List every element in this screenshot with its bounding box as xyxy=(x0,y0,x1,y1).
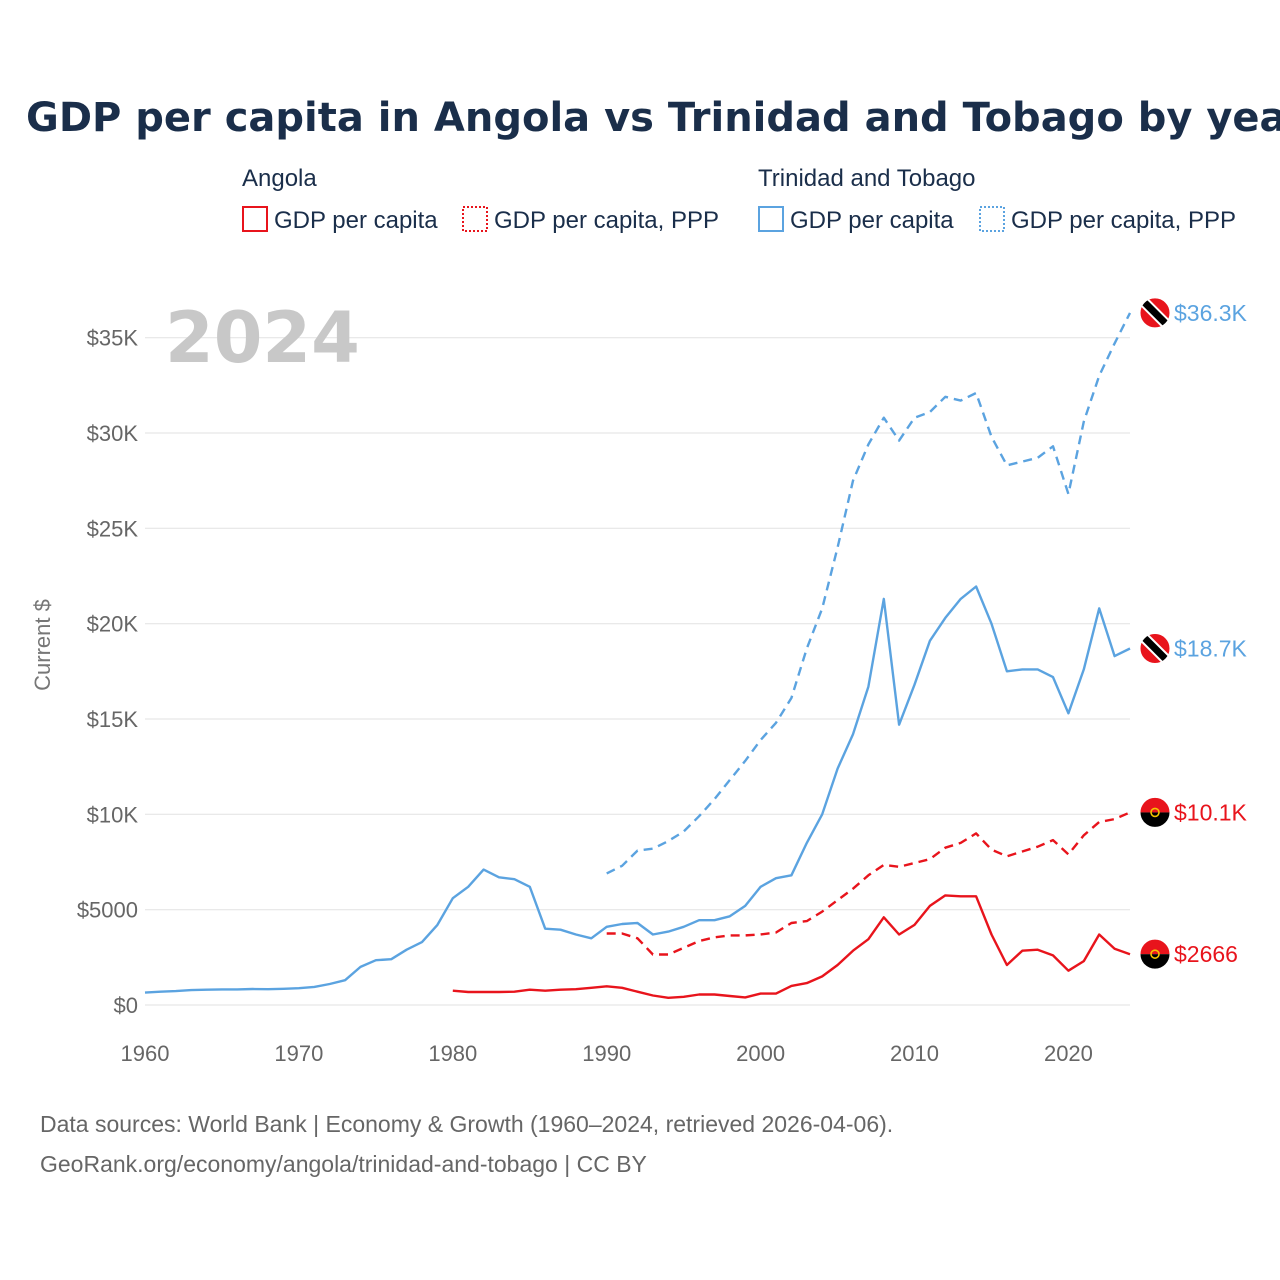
x-tick-label: 2020 xyxy=(1044,1041,1093,1066)
grid-layer xyxy=(145,337,1130,1006)
end-value-label-2: $10.1K xyxy=(1174,799,1248,825)
legend: Angola GDP per capita GDP per capita, PP… xyxy=(242,165,1236,234)
series-layer xyxy=(144,312,1132,999)
legend-swatch-angola-gdp xyxy=(242,206,268,232)
chart-title: GDP per capita in Angola vs Trinidad and… xyxy=(26,95,1280,141)
y-tick-label: $15K xyxy=(87,707,139,732)
end-marker-2 xyxy=(1139,796,1171,828)
y-axis-label: Current $ xyxy=(30,599,55,691)
end-marker-0 xyxy=(1139,297,1171,329)
y-tick-label: $20K xyxy=(87,612,139,637)
x-tick-label: 1990 xyxy=(582,1041,631,1066)
footer-sources: Data sources: World Bank | Economy & Gro… xyxy=(40,1111,893,1137)
y-tick-label: $0 xyxy=(114,993,138,1018)
series-line-2 xyxy=(606,811,1131,956)
y-tick-label: $10K xyxy=(87,802,139,827)
x-tick-label: 2010 xyxy=(890,1041,939,1066)
legend-label-trinidad-gdp: GDP per capita xyxy=(790,207,954,234)
y-tick-label: $5000 xyxy=(77,898,138,923)
end-marker-3 xyxy=(1139,938,1171,970)
legend-label-angola-gdp: GDP per capita xyxy=(274,207,438,234)
year-indicator: 2024 xyxy=(165,297,360,379)
end-marker-1 xyxy=(1139,632,1171,664)
x-tick-label: 1960 xyxy=(121,1041,170,1066)
axes-layer: $0 $5000 $10K $15K $20K $25K $30K $35K 1960 1970 1… xyxy=(77,326,1093,1066)
end-value-label-1: $18.7K xyxy=(1174,635,1248,661)
end-value-label-3: $2666 xyxy=(1174,941,1238,967)
x-tick-label: 1980 xyxy=(428,1041,477,1066)
legend-label-angola-gdp-ppp: GDP per capita, PPP xyxy=(494,207,719,234)
y-tick-label: $35K xyxy=(87,326,139,351)
marker-layer: $36.3K $18.7K $10.1K $2666 xyxy=(1139,297,1248,970)
legend-swatch-trinidad-gdp xyxy=(758,206,784,232)
y-tick-label: $30K xyxy=(87,421,139,446)
legend-group-angola: Angola xyxy=(242,165,317,192)
legend-group-trinidad: Trinidad and Tobago xyxy=(758,165,976,192)
legend-label-trinidad-gdp-ppp: GDP per capita, PPP xyxy=(1011,207,1236,234)
x-tick-label: 1970 xyxy=(274,1041,323,1066)
legend-swatch-trinidad-gdp-ppp xyxy=(979,206,1005,232)
y-tick-label: $25K xyxy=(87,516,139,541)
series-line-1 xyxy=(144,585,1131,994)
x-tick-label: 2000 xyxy=(736,1041,785,1066)
series-line-0 xyxy=(606,312,1132,875)
series-line-3 xyxy=(452,894,1131,999)
footer-attribution: GeoRank.org/economy/angola/trinidad-and-… xyxy=(40,1151,647,1177)
legend-swatch-angola-gdp-ppp xyxy=(462,206,488,232)
end-value-label-0: $36.3K xyxy=(1174,300,1248,326)
